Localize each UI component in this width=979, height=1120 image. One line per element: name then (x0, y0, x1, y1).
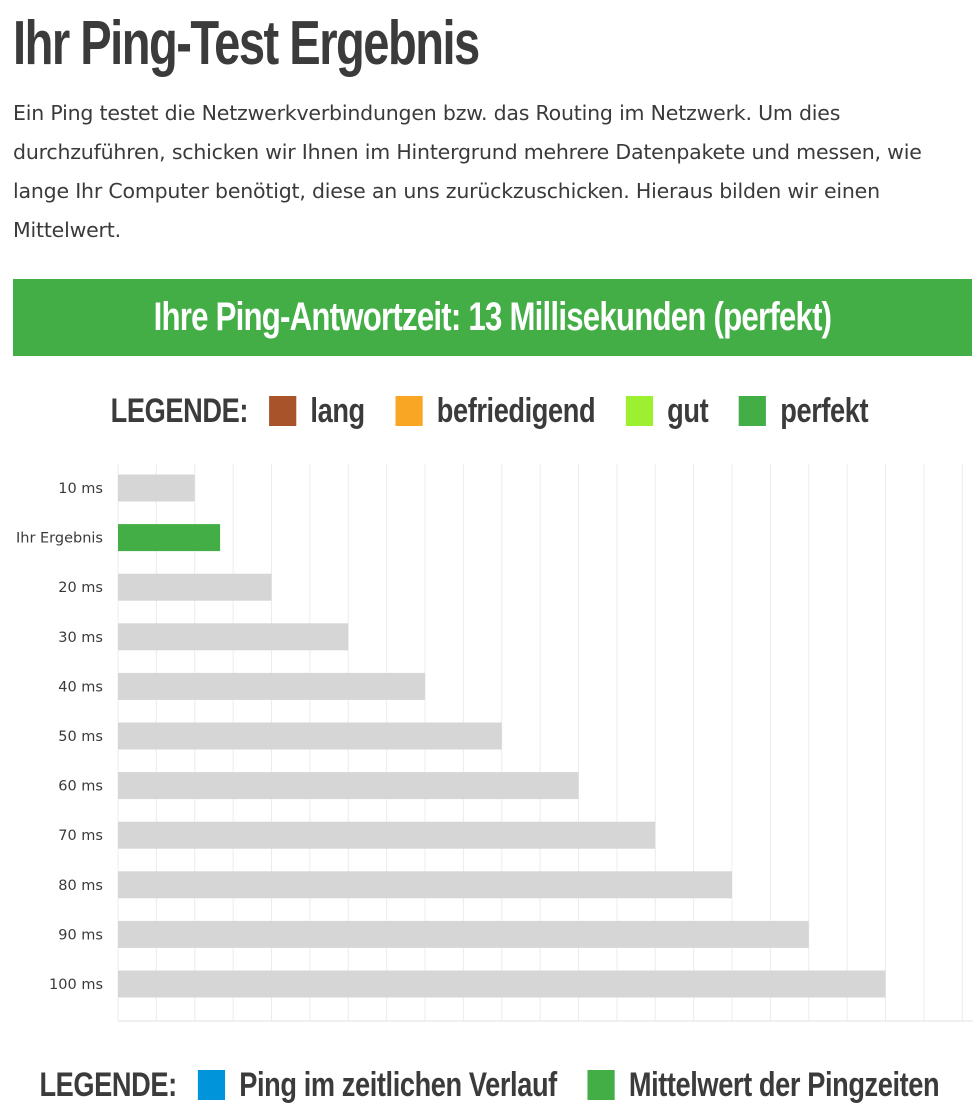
page-title: Ihr Ping-Test Ergebnis (13, 9, 480, 78)
intro-text: Ein Ping testet die Netzwerkverbindungen… (13, 101, 922, 242)
legend-label-perfekt: perfekt (780, 391, 869, 430)
legend-swatch-ping-verlauf (197, 1070, 225, 1100)
bar-60-ms (118, 772, 579, 800)
bar-90-ms (118, 920, 809, 948)
category-label: 20 ms (58, 580, 103, 596)
result-banner: Ihre Ping-Antwortzeit: 13 Millisekunden … (13, 279, 972, 356)
category-label: 10 ms (58, 481, 103, 497)
legend-swatch-gut (625, 396, 653, 426)
legend-swatch-mittelwert (587, 1070, 615, 1100)
category-label: 90 ms (58, 927, 103, 943)
bar-80-ms (118, 871, 733, 899)
bar-20-ms (118, 573, 272, 601)
bar-ihr-ergebnis (118, 524, 221, 552)
legend-swatch-lang (268, 396, 297, 426)
bar-50-ms (118, 722, 502, 750)
legend-label-lang: lang (310, 391, 365, 430)
legend-label-ping-verlauf: Ping im zeitlichen Verlauf (239, 1065, 557, 1104)
category-label: 80 ms (58, 878, 103, 894)
legend-title: LEGENDE: (110, 391, 249, 430)
category-label: Ihr Ergebnis (16, 531, 103, 547)
legend-label-mittelwert: Mittelwert der Pingzeiten (628, 1065, 940, 1104)
bar-10-ms (118, 474, 195, 502)
bar-40-ms (118, 672, 426, 700)
category-label: 30 ms (58, 630, 103, 646)
ping-bar-chart: 10 ms Ihr Ergebnis 20 ms 30 ms 40 ms 50 ms 60 … (16, 464, 973, 1022)
category-label: 60 ms (58, 779, 103, 795)
legend-bottom: LEGENDE: Ping im zeitlichen Verlauf Mitt… (0, 1060, 979, 1110)
legend-swatch-perfekt (738, 396, 766, 426)
legend-title: LEGENDE: (39, 1065, 178, 1104)
category-label: 40 ms (58, 679, 103, 695)
bar-30-ms (118, 623, 349, 651)
result-text: Ihre Ping-Antwortzeit: 13 Millisekunden … (153, 295, 833, 339)
legend-top: LEGENDE: lang befriedigend gut perfekt (0, 386, 979, 436)
legend-swatch-befriedigend (395, 396, 423, 426)
category-label: 100 ms (49, 977, 103, 993)
category-label: 70 ms (58, 828, 103, 844)
bar-70-ms (118, 821, 656, 849)
legend-label-befriedigend: befriedigend (436, 391, 596, 430)
category-label: 50 ms (58, 729, 103, 745)
bar-100-ms (118, 970, 886, 998)
legend-label-gut: gut (667, 391, 709, 430)
